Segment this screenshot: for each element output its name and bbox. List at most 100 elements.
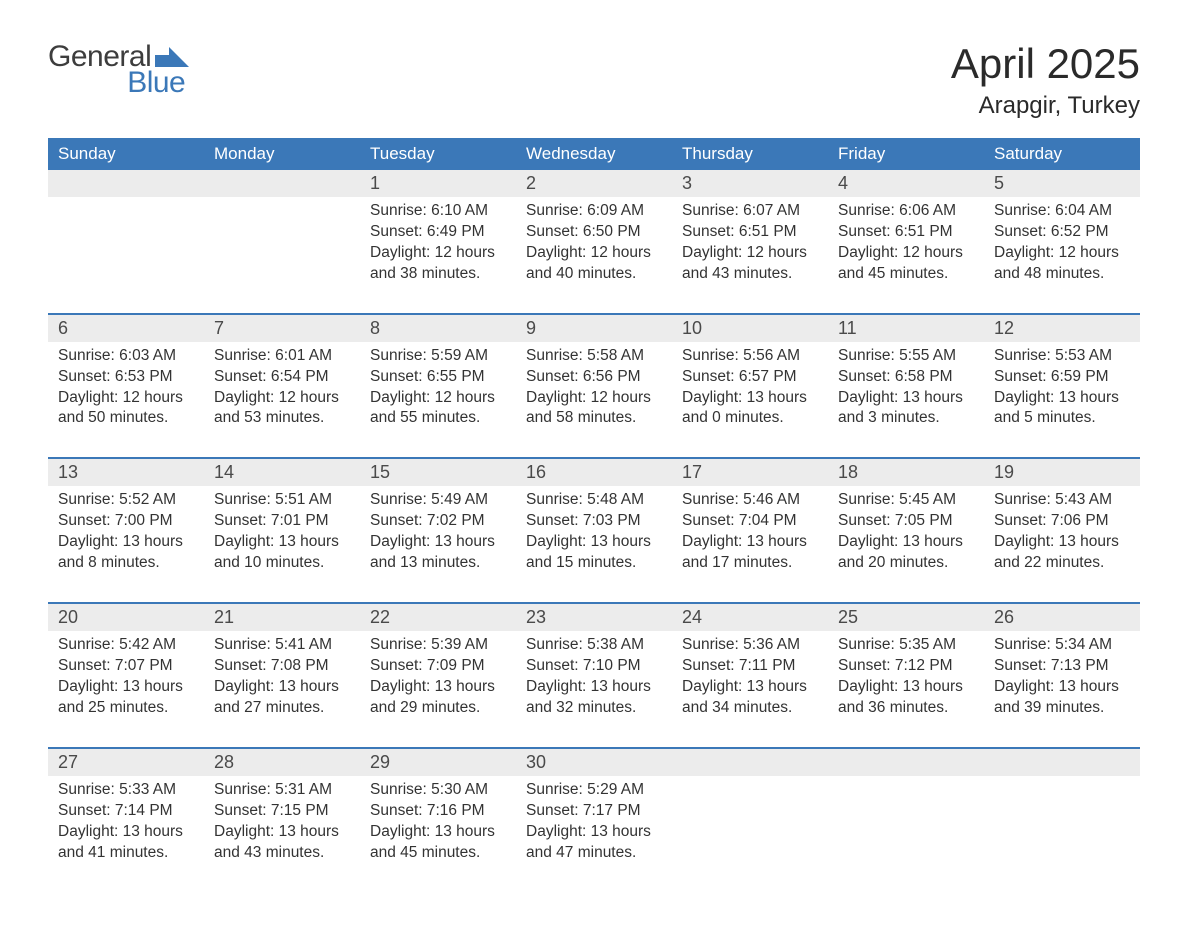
weekday-header: Friday: [828, 138, 984, 170]
day-data: Sunrise: 5:33 AMSunset: 7:14 PMDaylight:…: [48, 776, 204, 892]
sunset-line: Sunset: 7:17 PM: [526, 801, 662, 822]
day-number: 15: [360, 459, 516, 486]
day-number: 4: [828, 170, 984, 197]
weekday-header: Thursday: [672, 138, 828, 170]
daylight-line: Daylight: 12 hours and 53 minutes.: [214, 388, 350, 430]
sunrise-line: Sunrise: 6:10 AM: [370, 201, 506, 222]
day-number: 19: [984, 459, 1140, 486]
day-number: 22: [360, 604, 516, 631]
sunrise-line: Sunrise: 5:56 AM: [682, 346, 818, 367]
sunrise-line: Sunrise: 5:31 AM: [214, 780, 350, 801]
sunrise-line: Sunrise: 5:49 AM: [370, 490, 506, 511]
day-number: 29: [360, 749, 516, 776]
day-data-cell: Sunrise: 6:01 AMSunset: 6:54 PMDaylight:…: [204, 342, 360, 459]
day-number: 14: [204, 459, 360, 486]
day-data-cell: Sunrise: 5:31 AMSunset: 7:15 PMDaylight:…: [204, 776, 360, 892]
day-number-cell: 27: [48, 748, 204, 776]
sunset-line: Sunset: 7:14 PM: [58, 801, 194, 822]
day-data: Sunrise: 5:55 AMSunset: 6:58 PMDaylight:…: [828, 342, 984, 458]
day-number-cell: 23: [516, 603, 672, 631]
sunset-line: Sunset: 6:58 PM: [838, 367, 974, 388]
brand-logo: General Blue: [48, 40, 189, 100]
day-data-cell: [204, 197, 360, 314]
day-number: 3: [672, 170, 828, 197]
day-data-cell: Sunrise: 5:42 AMSunset: 7:07 PMDaylight:…: [48, 631, 204, 748]
day-number: [984, 749, 1140, 755]
day-number-cell: 14: [204, 458, 360, 486]
day-number-cell: 19: [984, 458, 1140, 486]
day-data-cell: Sunrise: 5:35 AMSunset: 7:12 PMDaylight:…: [828, 631, 984, 748]
day-number-row: 12345: [48, 170, 1140, 197]
sunset-line: Sunset: 7:12 PM: [838, 656, 974, 677]
daylight-line: Daylight: 13 hours and 32 minutes.: [526, 677, 662, 719]
day-data: Sunrise: 5:38 AMSunset: 7:10 PMDaylight:…: [516, 631, 672, 747]
day-number: [672, 749, 828, 755]
weekday-header: Monday: [204, 138, 360, 170]
day-number: 20: [48, 604, 204, 631]
day-data: Sunrise: 5:39 AMSunset: 7:09 PMDaylight:…: [360, 631, 516, 747]
day-data-cell: Sunrise: 5:59 AMSunset: 6:55 PMDaylight:…: [360, 342, 516, 459]
daylight-line: Daylight: 13 hours and 39 minutes.: [994, 677, 1130, 719]
day-data: Sunrise: 5:41 AMSunset: 7:08 PMDaylight:…: [204, 631, 360, 747]
day-data-cell: Sunrise: 5:29 AMSunset: 7:17 PMDaylight:…: [516, 776, 672, 892]
day-number: 6: [48, 315, 204, 342]
sunset-line: Sunset: 7:16 PM: [370, 801, 506, 822]
sunset-line: Sunset: 6:57 PM: [682, 367, 818, 388]
day-number: [204, 170, 360, 176]
day-data: Sunrise: 5:42 AMSunset: 7:07 PMDaylight:…: [48, 631, 204, 747]
daylight-line: Daylight: 13 hours and 20 minutes.: [838, 532, 974, 574]
day-data-cell: Sunrise: 5:38 AMSunset: 7:10 PMDaylight:…: [516, 631, 672, 748]
day-data-cell: Sunrise: 5:51 AMSunset: 7:01 PMDaylight:…: [204, 486, 360, 603]
sunrise-line: Sunrise: 5:30 AM: [370, 780, 506, 801]
day-data: Sunrise: 6:07 AMSunset: 6:51 PMDaylight:…: [672, 197, 828, 313]
day-data: Sunrise: 5:29 AMSunset: 7:17 PMDaylight:…: [516, 776, 672, 892]
sunset-line: Sunset: 7:08 PM: [214, 656, 350, 677]
weekday-header: Tuesday: [360, 138, 516, 170]
day-data: Sunrise: 5:46 AMSunset: 7:04 PMDaylight:…: [672, 486, 828, 602]
daylight-line: Daylight: 13 hours and 43 minutes.: [214, 822, 350, 864]
day-data-cell: Sunrise: 5:30 AMSunset: 7:16 PMDaylight:…: [360, 776, 516, 892]
day-number: 10: [672, 315, 828, 342]
day-data: Sunrise: 5:49 AMSunset: 7:02 PMDaylight:…: [360, 486, 516, 602]
day-data-cell: Sunrise: 5:53 AMSunset: 6:59 PMDaylight:…: [984, 342, 1140, 459]
calendar-table: Sunday Monday Tuesday Wednesday Thursday…: [48, 138, 1140, 891]
sunset-line: Sunset: 6:51 PM: [838, 222, 974, 243]
day-data: Sunrise: 5:59 AMSunset: 6:55 PMDaylight:…: [360, 342, 516, 458]
day-number-cell: 25: [828, 603, 984, 631]
day-number-cell: 3: [672, 170, 828, 197]
daylight-line: Daylight: 13 hours and 47 minutes.: [526, 822, 662, 864]
daylight-line: Daylight: 13 hours and 29 minutes.: [370, 677, 506, 719]
day-data: [984, 776, 1140, 829]
daylight-line: Daylight: 13 hours and 0 minutes.: [682, 388, 818, 430]
sunrise-line: Sunrise: 5:45 AM: [838, 490, 974, 511]
sunrise-line: Sunrise: 5:29 AM: [526, 780, 662, 801]
sunrise-line: Sunrise: 5:42 AM: [58, 635, 194, 656]
daylight-line: Daylight: 13 hours and 17 minutes.: [682, 532, 818, 574]
daylight-line: Daylight: 13 hours and 41 minutes.: [58, 822, 194, 864]
sunrise-line: Sunrise: 5:46 AM: [682, 490, 818, 511]
sunset-line: Sunset: 7:11 PM: [682, 656, 818, 677]
day-data-cell: Sunrise: 6:10 AMSunset: 6:49 PMDaylight:…: [360, 197, 516, 314]
day-data-cell: Sunrise: 6:07 AMSunset: 6:51 PMDaylight:…: [672, 197, 828, 314]
day-data: [672, 776, 828, 829]
title-block: April 2025 Arapgir, Turkey: [951, 40, 1140, 120]
day-number: 5: [984, 170, 1140, 197]
day-data-cell: Sunrise: 5:48 AMSunset: 7:03 PMDaylight:…: [516, 486, 672, 603]
daylight-line: Daylight: 13 hours and 22 minutes.: [994, 532, 1130, 574]
sunset-line: Sunset: 6:50 PM: [526, 222, 662, 243]
day-number-row: 20212223242526: [48, 603, 1140, 631]
sunset-line: Sunset: 6:55 PM: [370, 367, 506, 388]
sunset-line: Sunset: 7:15 PM: [214, 801, 350, 822]
sunrise-line: Sunrise: 5:33 AM: [58, 780, 194, 801]
day-data: Sunrise: 6:01 AMSunset: 6:54 PMDaylight:…: [204, 342, 360, 458]
weekday-header: Wednesday: [516, 138, 672, 170]
day-number-row: 13141516171819: [48, 458, 1140, 486]
sunset-line: Sunset: 6:52 PM: [994, 222, 1130, 243]
sunset-line: Sunset: 6:53 PM: [58, 367, 194, 388]
day-data: Sunrise: 6:10 AMSunset: 6:49 PMDaylight:…: [360, 197, 516, 313]
day-number: 21: [204, 604, 360, 631]
sunrise-line: Sunrise: 5:36 AM: [682, 635, 818, 656]
day-data: Sunrise: 5:34 AMSunset: 7:13 PMDaylight:…: [984, 631, 1140, 747]
day-number-cell: 9: [516, 314, 672, 342]
day-number-cell: 1: [360, 170, 516, 197]
